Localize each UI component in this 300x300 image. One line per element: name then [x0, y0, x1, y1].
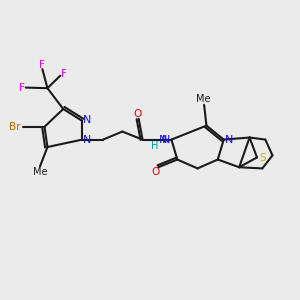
Text: O: O	[133, 109, 141, 119]
Text: Me: Me	[196, 94, 211, 104]
Text: H: H	[152, 141, 159, 151]
Text: N: N	[159, 135, 168, 145]
Text: N: N	[162, 135, 170, 145]
Text: S: S	[260, 153, 266, 163]
Text: F: F	[61, 69, 67, 79]
Text: Me: Me	[33, 167, 47, 177]
Text: F: F	[19, 82, 25, 93]
Text: N: N	[225, 135, 233, 145]
Text: Br: Br	[9, 122, 20, 132]
Text: O: O	[151, 167, 160, 177]
Text: N: N	[83, 135, 92, 145]
Text: F: F	[39, 60, 45, 70]
Text: N: N	[83, 115, 92, 125]
